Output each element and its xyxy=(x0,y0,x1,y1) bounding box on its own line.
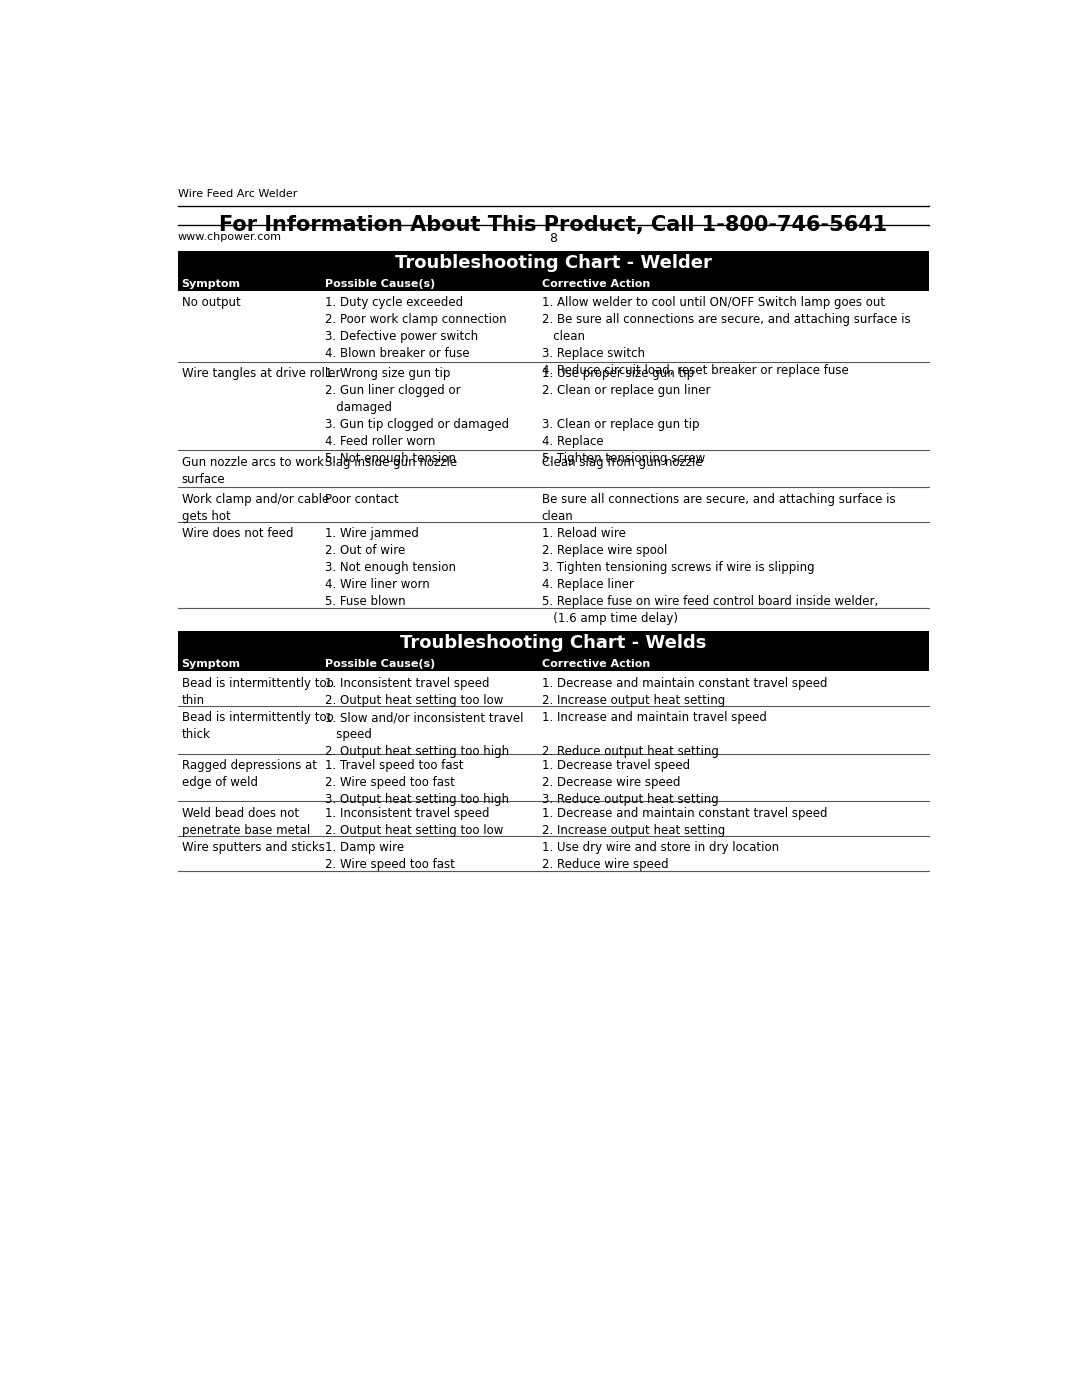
Text: Bead is intermittently too
thin: Bead is intermittently too thin xyxy=(181,676,334,707)
Text: Wire sputters and sticks: Wire sputters and sticks xyxy=(181,841,324,855)
Text: 1. Decrease and maintain constant travel speed
2. Increase output heat setting: 1. Decrease and maintain constant travel… xyxy=(542,806,827,837)
Text: 1. Decrease travel speed
2. Decrease wire speed
3. Reduce output heat setting: 1. Decrease travel speed 2. Decrease wir… xyxy=(542,759,718,806)
Text: Wire Feed Arc Welder: Wire Feed Arc Welder xyxy=(177,189,297,200)
Text: 1. Duty cycle exceeded
2. Poor work clamp connection
3. Defective power switch
4: 1. Duty cycle exceeded 2. Poor work clam… xyxy=(325,296,507,360)
Text: 1. Slow and/or inconsistent travel
   speed
2. Output heat setting too high: 1. Slow and/or inconsistent travel speed… xyxy=(325,711,524,759)
Text: No output: No output xyxy=(181,296,240,309)
Text: Be sure all connections are secure, and attaching surface is
clean: Be sure all connections are secure, and … xyxy=(542,493,895,522)
Text: 8: 8 xyxy=(550,232,557,244)
Text: www.chpower.com: www.chpower.com xyxy=(177,232,282,242)
Text: Possible Cause(s): Possible Cause(s) xyxy=(325,659,435,669)
Text: Clean slag from gun nozzle: Clean slag from gun nozzle xyxy=(542,455,702,468)
Text: 1. Allow welder to cool until ON/OFF Switch lamp goes out
2. Be sure all connect: 1. Allow welder to cool until ON/OFF Swi… xyxy=(542,296,910,377)
Bar xyxy=(177,275,930,291)
Text: For Information About This Product, Call 1-800-746-5641: For Information About This Product, Call… xyxy=(219,215,888,235)
Text: Corrective Action: Corrective Action xyxy=(542,278,650,289)
Text: 1. Wire jammed
2. Out of wire
3. Not enough tension
4. Wire liner worn
5. Fuse b: 1. Wire jammed 2. Out of wire 3. Not eno… xyxy=(325,527,456,608)
Text: Slag inside gun nozzle: Slag inside gun nozzle xyxy=(325,455,457,468)
Text: Work clamp and/or cable
gets hot: Work clamp and/or cable gets hot xyxy=(181,493,328,522)
Text: Corrective Action: Corrective Action xyxy=(542,659,650,669)
Text: 1. Use proper size gun tip
2. Clean or replace gun liner

3. Clean or replace gu: 1. Use proper size gun tip 2. Clean or r… xyxy=(542,367,711,465)
Text: Troubleshooting Chart - Welds: Troubleshooting Chart - Welds xyxy=(401,634,706,652)
Text: Troubleshooting Chart - Welder: Troubleshooting Chart - Welder xyxy=(395,254,712,272)
Text: 1. Decrease and maintain constant travel speed
2. Increase output heat setting: 1. Decrease and maintain constant travel… xyxy=(542,676,827,707)
Text: Possible Cause(s): Possible Cause(s) xyxy=(325,278,435,289)
Text: 1. Damp wire
2. Wire speed too fast: 1. Damp wire 2. Wire speed too fast xyxy=(325,841,455,872)
Text: 1. Inconsistent travel speed
2. Output heat setting too low: 1. Inconsistent travel speed 2. Output h… xyxy=(325,676,503,707)
Text: Poor contact: Poor contact xyxy=(325,493,399,506)
Text: Weld bead does not
penetrate base metal: Weld bead does not penetrate base metal xyxy=(181,806,310,837)
Bar xyxy=(177,251,930,275)
Text: 1. Travel speed too fast
2. Wire speed too fast
3. Output heat setting too high: 1. Travel speed too fast 2. Wire speed t… xyxy=(325,759,509,806)
Text: Symptom: Symptom xyxy=(181,659,241,669)
Text: 1. Inconsistent travel speed
2. Output heat setting too low: 1. Inconsistent travel speed 2. Output h… xyxy=(325,806,503,837)
Bar xyxy=(177,655,930,671)
Text: Wire does not feed: Wire does not feed xyxy=(181,527,293,541)
Text: 1. Increase and maintain travel speed

2. Reduce output heat setting: 1. Increase and maintain travel speed 2.… xyxy=(542,711,767,759)
Text: Symptom: Symptom xyxy=(181,278,241,289)
Text: Gun nozzle arcs to work
surface: Gun nozzle arcs to work surface xyxy=(181,455,323,486)
Text: 1. Use dry wire and store in dry location
2. Reduce wire speed: 1. Use dry wire and store in dry locatio… xyxy=(542,841,779,872)
Text: Wire tangles at drive roller: Wire tangles at drive roller xyxy=(181,367,340,380)
Text: 1. Reload wire
2. Replace wire spool
3. Tighten tensioning screws if wire is sli: 1. Reload wire 2. Replace wire spool 3. … xyxy=(542,527,878,626)
Text: 1. Wrong size gun tip
2. Gun liner clogged or
   damaged
3. Gun tip clogged or d: 1. Wrong size gun tip 2. Gun liner clogg… xyxy=(325,367,509,465)
Text: Ragged depressions at
edge of weld: Ragged depressions at edge of weld xyxy=(181,759,316,789)
Bar xyxy=(177,631,930,655)
Text: Bead is intermittently too
thick: Bead is intermittently too thick xyxy=(181,711,334,742)
